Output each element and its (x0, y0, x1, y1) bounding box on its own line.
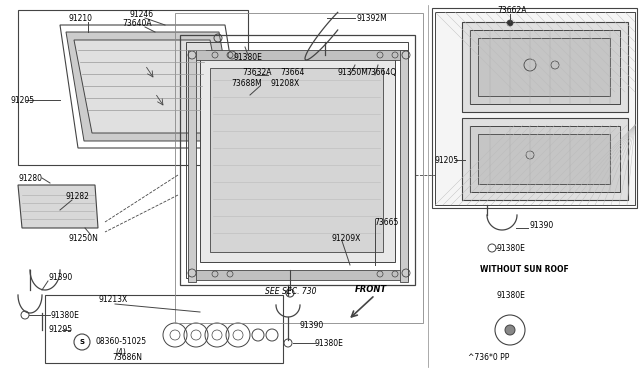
Text: 73665: 73665 (374, 218, 398, 227)
Text: 91213X: 91213X (98, 295, 127, 305)
Text: 73686N: 73686N (112, 353, 142, 362)
Text: 91380E: 91380E (234, 52, 263, 61)
Text: 91390: 91390 (300, 321, 324, 330)
Text: 73688M: 73688M (231, 78, 262, 87)
Text: 91246: 91246 (130, 10, 154, 19)
Bar (18, 10, 248, 165)
Polygon shape (66, 32, 238, 141)
Text: FRONT: FRONT (355, 285, 387, 295)
Text: 08360-51025: 08360-51025 (95, 337, 146, 346)
Text: 91208X: 91208X (271, 78, 300, 87)
Text: SEE SEC. 730: SEE SEC. 730 (265, 288, 317, 296)
Polygon shape (18, 185, 98, 228)
Bar (188, 50, 408, 60)
Text: WITHOUT SUN ROOF: WITHOUT SUN ROOF (480, 266, 569, 275)
Text: 91350M: 91350M (338, 67, 369, 77)
Polygon shape (210, 68, 383, 252)
Text: 73664Q: 73664Q (366, 67, 396, 77)
Polygon shape (470, 30, 620, 104)
Text: 73662A: 73662A (497, 6, 527, 15)
Text: 91390: 91390 (48, 273, 72, 282)
Text: 91205: 91205 (10, 96, 34, 105)
Polygon shape (462, 22, 628, 112)
Bar (188, 50, 196, 282)
Text: 91380E: 91380E (497, 244, 526, 253)
Text: 91390: 91390 (530, 221, 554, 230)
Text: 91295: 91295 (48, 326, 72, 334)
Polygon shape (478, 134, 610, 184)
Text: 91380E: 91380E (497, 291, 526, 299)
Bar (45, 295, 283, 363)
Circle shape (505, 325, 515, 335)
Text: 91380E: 91380E (315, 339, 344, 347)
Polygon shape (462, 118, 628, 200)
Text: 91209X: 91209X (332, 234, 362, 243)
Text: S: S (79, 339, 84, 345)
Text: 91380E: 91380E (50, 311, 79, 320)
Text: 91282: 91282 (65, 192, 89, 201)
Bar (175, 13, 423, 323)
Circle shape (507, 20, 513, 26)
Polygon shape (74, 40, 228, 133)
Text: 73640A: 73640A (122, 19, 152, 28)
Text: 91392M: 91392M (357, 13, 388, 22)
Text: 73664: 73664 (280, 67, 305, 77)
Text: 91280: 91280 (18, 173, 42, 183)
Bar (188, 270, 408, 280)
Polygon shape (200, 58, 395, 262)
Text: 91205: 91205 (435, 155, 459, 164)
Text: 73632A: 73632A (242, 67, 271, 77)
Polygon shape (435, 12, 635, 205)
Polygon shape (478, 38, 610, 96)
Bar (400, 50, 408, 282)
Text: (4): (4) (115, 347, 126, 356)
Text: ^736*0 PP: ^736*0 PP (468, 353, 509, 362)
Polygon shape (470, 126, 620, 192)
Text: 91250N: 91250N (68, 234, 98, 243)
Text: 91210: 91210 (68, 13, 92, 22)
Bar (432, 8, 637, 208)
